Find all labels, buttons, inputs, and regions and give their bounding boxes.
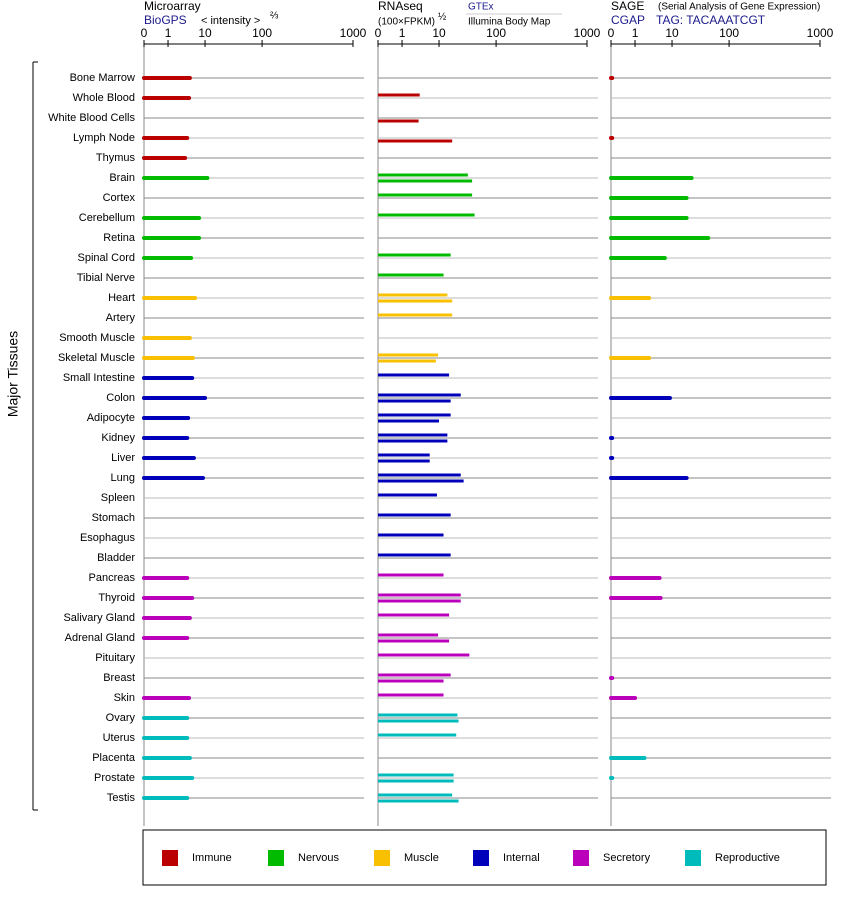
legend-label: Reproductive bbox=[715, 852, 780, 864]
tissue-label: Retina bbox=[103, 232, 136, 244]
tissue-label: Adrenal Gland bbox=[65, 632, 135, 644]
tissue-label: Lymph Node bbox=[73, 132, 135, 144]
axis-label: < intensity > bbox=[201, 15, 260, 27]
x-tick-label: 100 bbox=[719, 26, 739, 40]
tissue-label: Spleen bbox=[101, 492, 135, 504]
tissue-label: Skin bbox=[114, 692, 135, 704]
axis-exponent: ⅔ bbox=[270, 11, 279, 22]
legend-label: Immune bbox=[192, 852, 232, 864]
x-tick-label: 1000 bbox=[340, 26, 367, 40]
tissue-label: Placenta bbox=[92, 752, 136, 764]
axis-exponent: ½ bbox=[438, 12, 447, 23]
panel-source: CGAP bbox=[611, 13, 645, 27]
tissue-label: Liver bbox=[111, 452, 135, 464]
legend-swatch bbox=[473, 850, 489, 866]
tissue-label: Colon bbox=[106, 392, 135, 404]
tissue-label: Cerebellum bbox=[79, 212, 135, 224]
x-tick-label: 1 bbox=[632, 26, 639, 40]
legend-swatch bbox=[573, 850, 589, 866]
x-tick-label: 1000 bbox=[574, 26, 601, 40]
x-tick-label: 100 bbox=[486, 26, 506, 40]
legend-label: Nervous bbox=[298, 852, 339, 864]
tissue-label: Kidney bbox=[101, 432, 135, 444]
tissue-label: White Blood Cells bbox=[48, 112, 135, 124]
tissue-label: Heart bbox=[108, 292, 135, 304]
legend-label: Secretory bbox=[603, 852, 651, 864]
panel-title: RNAseq bbox=[378, 0, 423, 13]
x-tick-label: 100 bbox=[252, 26, 272, 40]
legend-swatch bbox=[268, 850, 284, 866]
panel-tag: TAG: TACAAATCGT bbox=[656, 13, 766, 27]
x-tick-label: 1 bbox=[165, 26, 172, 40]
x-tick-label: 10 bbox=[432, 26, 446, 40]
tissue-label: Prostate bbox=[94, 772, 135, 784]
tissue-label: Artery bbox=[106, 312, 136, 324]
tissue-label: Breast bbox=[103, 672, 135, 684]
legend-swatch bbox=[162, 850, 178, 866]
y-title: Major Tissues bbox=[5, 331, 21, 417]
series-name: GTEx bbox=[468, 2, 494, 13]
series-name: Illumina Body Map bbox=[468, 17, 551, 28]
tissue-label: Thyroid bbox=[98, 592, 135, 604]
tissue-label: Smooth Muscle bbox=[59, 332, 135, 344]
tissue-label: Ovary bbox=[106, 712, 136, 724]
panel-subtitle: (Serial Analysis of Gene Expression) bbox=[658, 2, 820, 13]
tissue-label: Pituitary bbox=[95, 652, 135, 664]
tissue-label: Thymus bbox=[96, 152, 136, 164]
tissue-label: Cortex bbox=[103, 192, 136, 204]
tissue-label: Lung bbox=[111, 472, 135, 484]
legend-swatch bbox=[685, 850, 701, 866]
tissue-label: Testis bbox=[107, 792, 136, 804]
tissue-label: Whole Blood bbox=[73, 92, 135, 104]
tissue-label: Bone Marrow bbox=[70, 72, 135, 84]
tissue-label: Brain bbox=[109, 172, 135, 184]
legend-label: Muscle bbox=[404, 852, 439, 864]
legend-label: Internal bbox=[503, 852, 540, 864]
tissue-label: Tibial Nerve bbox=[77, 272, 135, 284]
panel-title: SAGE bbox=[611, 0, 644, 13]
x-tick-label: 0 bbox=[608, 26, 615, 40]
x-tick-label: 10 bbox=[665, 26, 679, 40]
tissue-label: Skeletal Muscle bbox=[58, 352, 135, 364]
panel-source: BioGPS bbox=[144, 13, 187, 27]
tissue-label: Small Intestine bbox=[63, 372, 135, 384]
legend-swatch bbox=[374, 850, 390, 866]
tissue-label: Uterus bbox=[103, 732, 136, 744]
tissue-label: Pancreas bbox=[89, 572, 136, 584]
x-tick-label: 10 bbox=[198, 26, 212, 40]
axis-label: (100×FPKM) bbox=[378, 17, 435, 28]
tissue-label: Stomach bbox=[92, 512, 135, 524]
tissue-label: Salivary Gland bbox=[63, 612, 135, 624]
tissue-label: Spinal Cord bbox=[78, 252, 135, 264]
x-tick-label: 0 bbox=[375, 26, 382, 40]
legend bbox=[142, 829, 827, 886]
x-tick-label: 1000 bbox=[807, 26, 834, 40]
x-tick-label: 1 bbox=[399, 26, 406, 40]
tissue-label: Bladder bbox=[97, 552, 135, 564]
tissue-label: Adipocyte bbox=[87, 412, 135, 424]
panel-title: Microarray bbox=[144, 0, 201, 13]
tissue-label: Esophagus bbox=[80, 532, 136, 544]
x-tick-label: 0 bbox=[141, 26, 148, 40]
